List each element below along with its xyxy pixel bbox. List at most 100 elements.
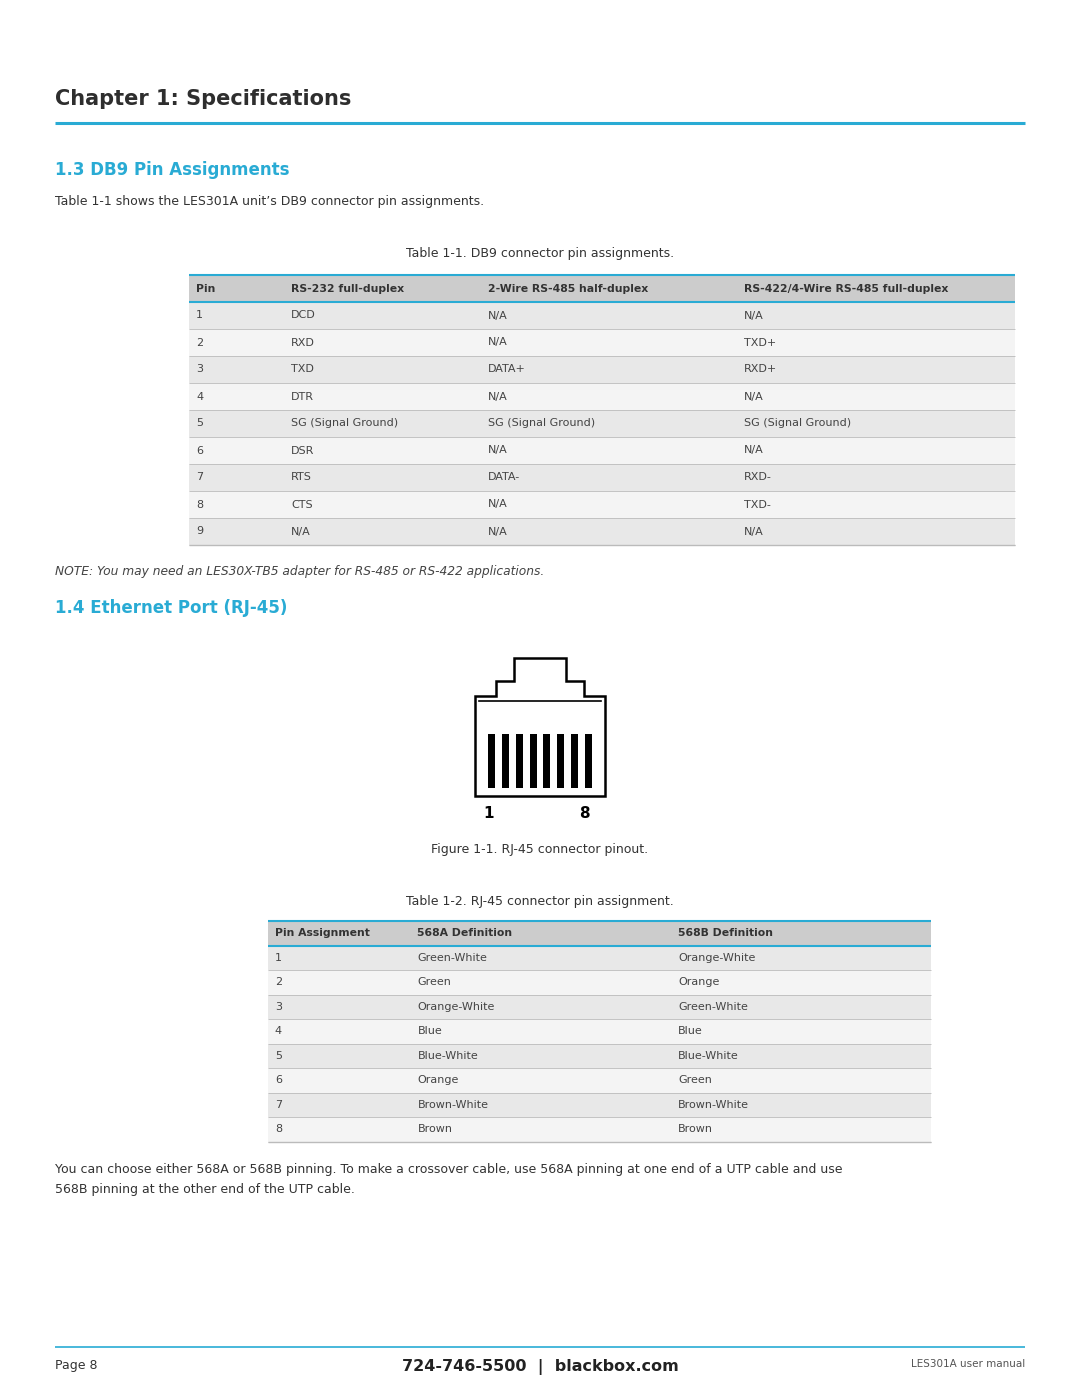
- Bar: [189, 464, 1015, 490]
- Text: Green-White: Green-White: [417, 953, 487, 963]
- Text: Blue: Blue: [678, 1027, 703, 1037]
- Text: RS-422/4-Wire RS-485 full-duplex: RS-422/4-Wire RS-485 full-duplex: [744, 284, 948, 293]
- Text: You can choose either 568A or 568B pinning. To make a crossover cable, use 568A : You can choose either 568A or 568B pinni…: [55, 1164, 842, 1196]
- Text: N/A: N/A: [744, 446, 764, 455]
- Bar: [268, 1118, 931, 1141]
- Text: Figure 1-1. RJ-45 connector pinout.: Figure 1-1. RJ-45 connector pinout.: [431, 842, 649, 856]
- Text: 8: 8: [580, 806, 590, 821]
- Text: TXD-: TXD-: [744, 500, 771, 510]
- Bar: [189, 518, 1015, 545]
- Bar: [268, 1018, 931, 1044]
- Bar: [268, 1044, 931, 1067]
- Text: 2: 2: [195, 338, 203, 348]
- Text: N/A: N/A: [488, 310, 508, 320]
- Text: Green: Green: [678, 1076, 712, 1085]
- Text: RS-232 full-duplex: RS-232 full-duplex: [291, 284, 404, 293]
- Text: RXD: RXD: [291, 338, 315, 348]
- Text: N/A: N/A: [488, 527, 508, 536]
- Text: RTS: RTS: [291, 472, 312, 482]
- Text: Table 1-2. RJ-45 connector pin assignment.: Table 1-2. RJ-45 connector pin assignmen…: [406, 895, 674, 908]
- Text: 2: 2: [274, 978, 282, 988]
- Text: 7: 7: [195, 472, 203, 482]
- Text: Blue-White: Blue-White: [417, 1051, 478, 1060]
- Text: N/A: N/A: [488, 446, 508, 455]
- Bar: [189, 490, 1015, 518]
- Bar: [189, 383, 1015, 409]
- Text: 1: 1: [274, 953, 282, 963]
- Text: CTS: CTS: [291, 500, 312, 510]
- Text: 5: 5: [274, 1051, 282, 1060]
- Text: N/A: N/A: [488, 338, 508, 348]
- Text: NOTE: You may need an LES30X-TB5 adapter for RS-485 or RS-422 applications.: NOTE: You may need an LES30X-TB5 adapter…: [55, 564, 544, 578]
- Polygon shape: [475, 658, 605, 796]
- Text: 6: 6: [274, 1076, 282, 1085]
- Text: DCD: DCD: [291, 310, 315, 320]
- Text: Green: Green: [417, 978, 451, 988]
- Text: SG (Signal Ground): SG (Signal Ground): [488, 419, 595, 429]
- Text: Orange-White: Orange-White: [678, 953, 755, 963]
- Text: Blue-White: Blue-White: [678, 1051, 739, 1060]
- Text: LES301A user manual: LES301A user manual: [910, 1359, 1025, 1369]
- Text: 1.4 Ethernet Port (RJ-45): 1.4 Ethernet Port (RJ-45): [55, 599, 287, 617]
- Text: N/A: N/A: [744, 391, 764, 401]
- Text: SG (Signal Ground): SG (Signal Ground): [744, 419, 851, 429]
- Text: 3: 3: [195, 365, 203, 374]
- Text: Brown-White: Brown-White: [678, 1099, 750, 1109]
- Text: 9: 9: [195, 527, 203, 536]
- Text: 6: 6: [195, 446, 203, 455]
- Text: N/A: N/A: [488, 391, 508, 401]
- Text: Green-White: Green-White: [678, 1002, 747, 1011]
- Text: 4: 4: [195, 391, 203, 401]
- Text: Table 1-1 shows the LES301A unit’s DB9 connector pin assignments.: Table 1-1 shows the LES301A unit’s DB9 c…: [55, 196, 484, 208]
- Text: 1: 1: [195, 310, 203, 320]
- Text: Brown-White: Brown-White: [417, 1099, 488, 1109]
- Bar: [268, 1067, 931, 1092]
- Text: Pin: Pin: [195, 284, 215, 293]
- Text: Page 8: Page 8: [55, 1359, 97, 1372]
- Bar: [189, 330, 1015, 356]
- Text: 3: 3: [274, 1002, 282, 1011]
- Text: 568A Definition: 568A Definition: [417, 928, 513, 939]
- Text: DATA+: DATA+: [488, 365, 526, 374]
- Text: N/A: N/A: [291, 527, 311, 536]
- Text: 1.3 DB9 Pin Assignments: 1.3 DB9 Pin Assignments: [55, 161, 289, 179]
- Text: 724-746-5500  |  blackbox.com: 724-746-5500 | blackbox.com: [402, 1359, 678, 1375]
- Bar: [488, 733, 496, 788]
- Text: SG (Signal Ground): SG (Signal Ground): [291, 419, 399, 429]
- Text: Brown: Brown: [678, 1125, 713, 1134]
- Bar: [189, 275, 1015, 302]
- Text: TXD: TXD: [291, 365, 314, 374]
- Bar: [268, 970, 931, 995]
- Text: Orange: Orange: [417, 1076, 459, 1085]
- Text: 2-Wire RS-485 half-duplex: 2-Wire RS-485 half-duplex: [488, 284, 648, 293]
- Text: Chapter 1: Specifications: Chapter 1: Specifications: [55, 89, 351, 109]
- Text: TXD+: TXD+: [744, 338, 777, 348]
- Bar: [189, 356, 1015, 383]
- Bar: [529, 733, 537, 788]
- Text: DATA-: DATA-: [488, 472, 519, 482]
- Text: 4: 4: [274, 1027, 282, 1037]
- Bar: [189, 437, 1015, 464]
- Text: RXD+: RXD+: [744, 365, 777, 374]
- Text: N/A: N/A: [488, 500, 508, 510]
- Text: RXD-: RXD-: [744, 472, 771, 482]
- Text: Orange: Orange: [678, 978, 719, 988]
- Bar: [557, 733, 564, 788]
- Bar: [189, 409, 1015, 437]
- Text: Brown: Brown: [417, 1125, 453, 1134]
- Bar: [543, 733, 551, 788]
- Text: 1: 1: [484, 806, 494, 821]
- Bar: [268, 995, 931, 1018]
- Text: Table 1-1. DB9 connector pin assignments.: Table 1-1. DB9 connector pin assignments…: [406, 247, 674, 260]
- Bar: [571, 733, 578, 788]
- Bar: [268, 946, 931, 970]
- Text: 568B Definition: 568B Definition: [678, 928, 773, 939]
- Bar: [584, 733, 592, 788]
- Text: Blue: Blue: [417, 1027, 442, 1037]
- Text: 7: 7: [274, 1099, 282, 1109]
- Text: N/A: N/A: [744, 310, 764, 320]
- Text: N/A: N/A: [744, 527, 764, 536]
- Bar: [189, 302, 1015, 330]
- Text: DTR: DTR: [291, 391, 314, 401]
- Text: 8: 8: [274, 1125, 282, 1134]
